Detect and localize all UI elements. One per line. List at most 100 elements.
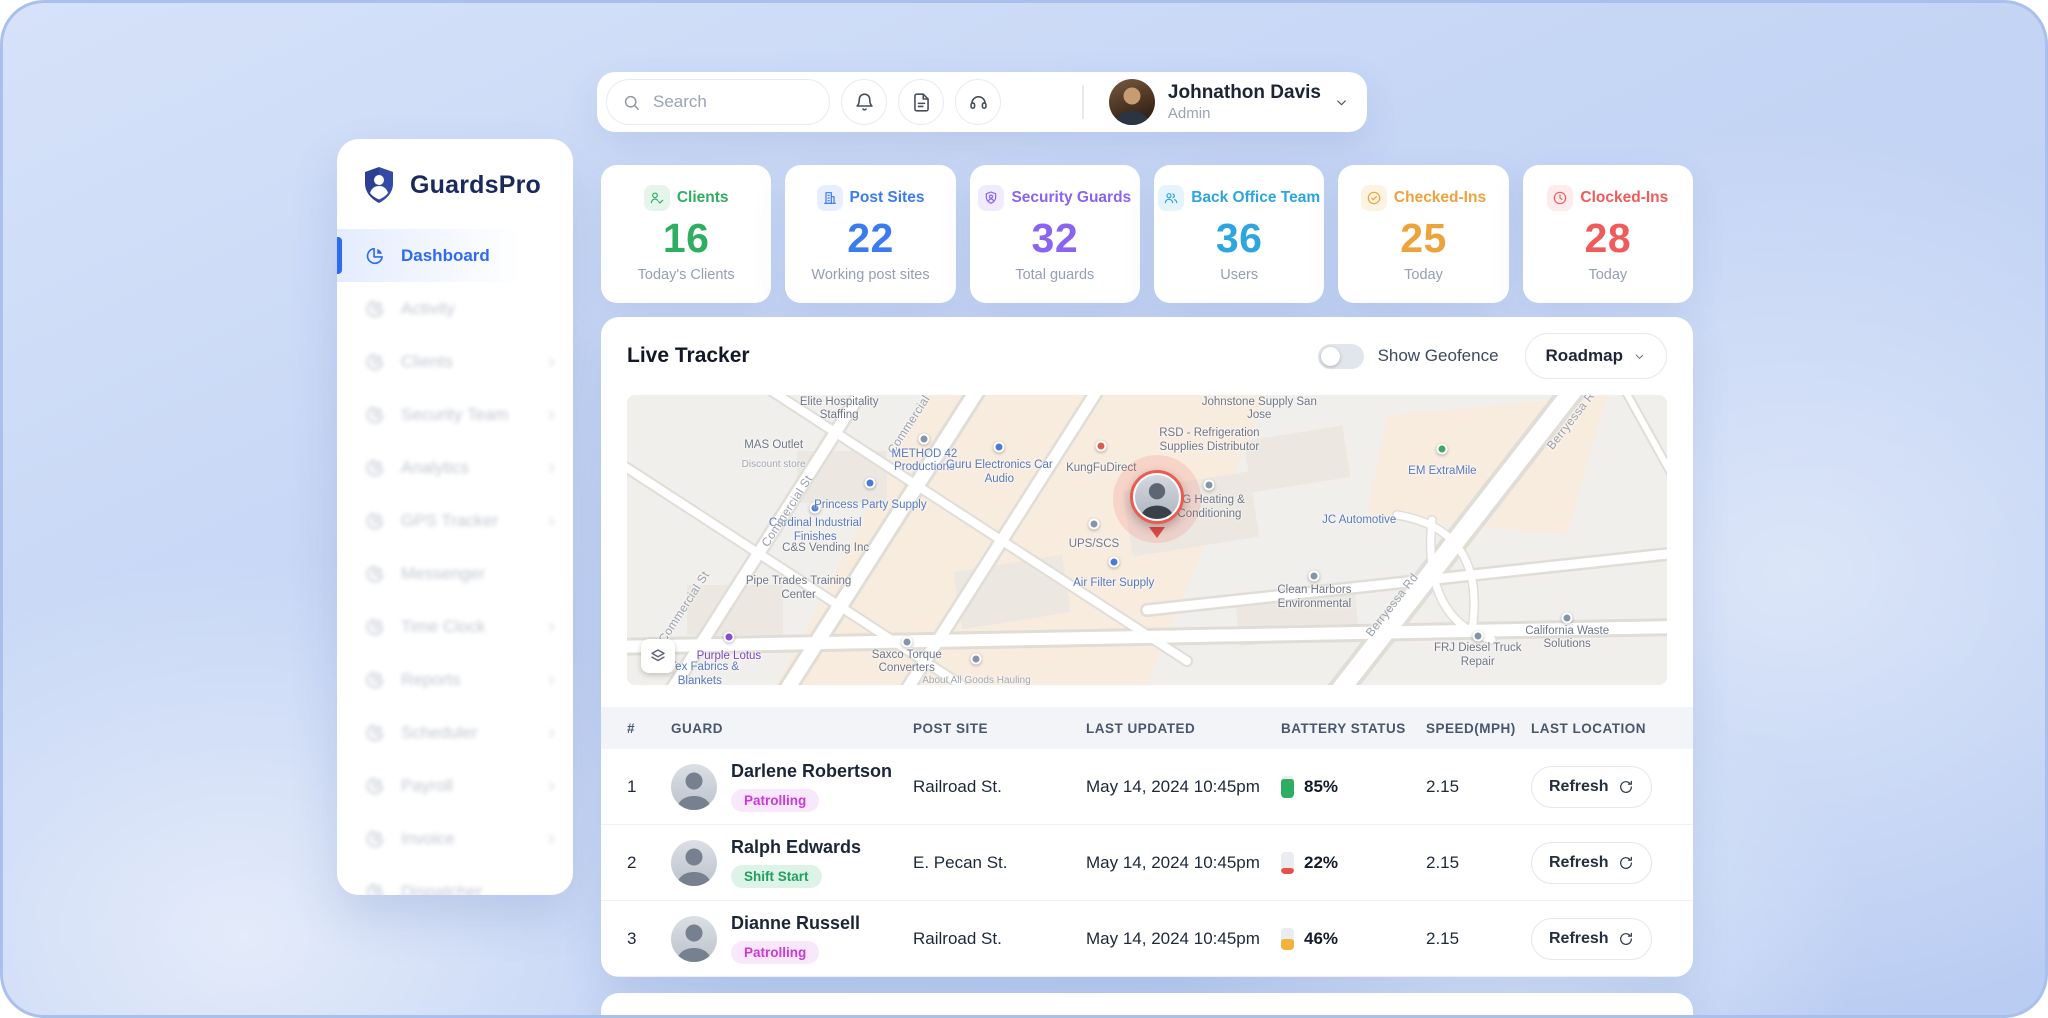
sidebar-item[interactable]: GPS Tracker › bbox=[337, 494, 573, 547]
active-indicator bbox=[337, 502, 342, 539]
sidebar-item-icon bbox=[364, 298, 386, 320]
show-geofence-toggle[interactable] bbox=[1317, 343, 1364, 369]
guard-avatar bbox=[671, 915, 717, 962]
column-header: # bbox=[627, 720, 636, 736]
column-header: BATTERY STATUS bbox=[1281, 720, 1406, 736]
sidebar-item-icon bbox=[364, 245, 386, 267]
notifications-button[interactable] bbox=[841, 79, 887, 125]
chevron-right-icon: › bbox=[548, 509, 555, 532]
support-button[interactable] bbox=[955, 79, 1001, 125]
stat-card-clocked-ins[interactable]: Clocked-Ins 28 Today bbox=[1522, 165, 1693, 303]
chevron-right-icon: › bbox=[548, 615, 555, 638]
sidebar-item-icon bbox=[364, 616, 386, 638]
refresh-icon bbox=[1619, 932, 1632, 945]
sidebar-item[interactable]: Activity › bbox=[337, 282, 573, 335]
sidebar-item-icon bbox=[364, 351, 386, 373]
stat-card-post-sites[interactable]: Post Sites 22 Working post sites bbox=[785, 165, 956, 303]
document-icon bbox=[913, 92, 929, 112]
user-avatar bbox=[1108, 79, 1155, 125]
sidebar-item-icon bbox=[364, 669, 386, 691]
sidebar-item[interactable]: Payroll › bbox=[337, 759, 573, 812]
refresh-label: Refresh bbox=[1549, 853, 1609, 871]
refresh-button[interactable]: Refresh bbox=[1531, 917, 1652, 960]
reports-button[interactable] bbox=[898, 79, 944, 125]
sidebar-item[interactable]: Time Clock › bbox=[337, 600, 573, 653]
stat-value: 16 bbox=[662, 215, 710, 262]
post-site: Railroad St. bbox=[913, 776, 1002, 796]
refresh-label: Refresh bbox=[1549, 929, 1609, 947]
sidebar-item-icon bbox=[364, 775, 386, 797]
topbar-divider bbox=[1082, 85, 1084, 119]
sidebar: GuardsPro Dashboard › bbox=[337, 139, 573, 895]
table-body: 1 Darlene Robertson Patrolling Railroad … bbox=[601, 749, 1693, 977]
battery-icon bbox=[1281, 927, 1294, 950]
row-number: 2 bbox=[627, 852, 637, 872]
sidebar-item-label: Messenger bbox=[401, 563, 486, 583]
active-indicator bbox=[337, 873, 342, 895]
stat-card-security-guards[interactable]: Security Guards 32 Total guards bbox=[969, 165, 1140, 303]
active-indicator bbox=[337, 820, 342, 857]
map-type-value: Roadmap bbox=[1545, 346, 1623, 365]
refresh-icon bbox=[1619, 856, 1632, 869]
sidebar-item[interactable]: Messenger › bbox=[337, 547, 573, 600]
live-tracker-card: Live Tracker Show Geofence Roadmap bbox=[601, 317, 1693, 977]
column-header: GUARD bbox=[671, 720, 723, 736]
stat-value: 22 bbox=[847, 215, 894, 262]
stat-sublabel: Today bbox=[1588, 266, 1628, 283]
refresh-button[interactable]: Refresh bbox=[1531, 841, 1652, 884]
active-indicator bbox=[337, 555, 342, 592]
post-site: E. Pecan St. bbox=[913, 852, 1008, 872]
last-updated: May 14, 2024 10:45pm bbox=[1086, 928, 1260, 948]
row-number: 3 bbox=[627, 928, 637, 948]
building-icon bbox=[816, 185, 843, 212]
stats-row: Clients 16 Today's Clients Post Sites 22… bbox=[601, 165, 1693, 303]
chevron-right-icon: › bbox=[548, 456, 555, 479]
topbar: Johnathon Davis Admin bbox=[597, 72, 1367, 132]
sidebar-item-icon bbox=[364, 722, 386, 744]
refresh-button[interactable]: Refresh bbox=[1531, 765, 1652, 808]
active-indicator bbox=[337, 714, 342, 751]
stat-value: 28 bbox=[1584, 215, 1632, 262]
layers-icon bbox=[651, 649, 665, 662]
user-profile-menu[interactable]: Johnathon Davis Admin bbox=[1095, 79, 1349, 125]
brand: GuardsPro bbox=[337, 139, 573, 223]
sidebar-item[interactable]: Scheduler › bbox=[337, 706, 573, 759]
stat-card-clients[interactable]: Clients 16 Today's Clients bbox=[601, 165, 772, 303]
battery-percent: 46% bbox=[1304, 928, 1339, 948]
stat-label: Security Guards bbox=[1011, 189, 1132, 207]
sidebar-item-label: Dispatcher bbox=[401, 881, 483, 896]
sidebar-item[interactable]: Dashboard › bbox=[337, 229, 573, 282]
sidebar-item-label: Payroll bbox=[401, 775, 453, 795]
row-number: 1 bbox=[627, 776, 637, 796]
sidebar-item[interactable]: Dispatcher › bbox=[337, 865, 573, 895]
marker-tail bbox=[1149, 527, 1166, 546]
sidebar-item[interactable]: Analytics › bbox=[337, 441, 573, 494]
stat-sublabel: Today's Clients bbox=[637, 266, 735, 283]
battery-icon bbox=[1281, 851, 1294, 874]
live-tracker-title: Live Tracker bbox=[627, 344, 750, 367]
sidebar-item-label: Scheduler bbox=[401, 722, 478, 742]
stat-label: Checked-Ins bbox=[1393, 189, 1487, 207]
guard-avatar bbox=[1135, 475, 1180, 520]
guard-avatar bbox=[671, 839, 717, 886]
search-box[interactable] bbox=[606, 79, 830, 125]
guard-avatar bbox=[671, 763, 717, 810]
sidebar-item[interactable]: Clients › bbox=[337, 335, 573, 388]
speed-value: 2.15 bbox=[1426, 852, 1460, 872]
map[interactable]: Elite Hospitality Staffing Commercial St… bbox=[627, 395, 1667, 685]
table-header: # GUARD POST SITE LAST UPDATED BATTERY S… bbox=[601, 707, 1693, 749]
sidebar-item[interactable]: Invoice › bbox=[337, 812, 573, 865]
sidebar-item[interactable]: Reports › bbox=[337, 653, 573, 706]
map-type-dropdown[interactable]: Roadmap bbox=[1524, 333, 1667, 379]
search-input[interactable] bbox=[651, 91, 814, 113]
battery-icon bbox=[1281, 775, 1294, 798]
sidebar-item[interactable]: Security Team › bbox=[337, 388, 573, 441]
map-layers-control[interactable] bbox=[641, 639, 675, 673]
support-icon bbox=[969, 95, 987, 109]
stat-card-checked-ins[interactable]: Checked-Ins 25 Today bbox=[1338, 165, 1509, 303]
chevron-right-icon: › bbox=[548, 350, 555, 373]
stat-card-back-office[interactable]: Back Office Team 36 Users bbox=[1153, 165, 1325, 303]
active-indicator bbox=[337, 290, 342, 327]
stat-sublabel: Today bbox=[1404, 266, 1443, 283]
